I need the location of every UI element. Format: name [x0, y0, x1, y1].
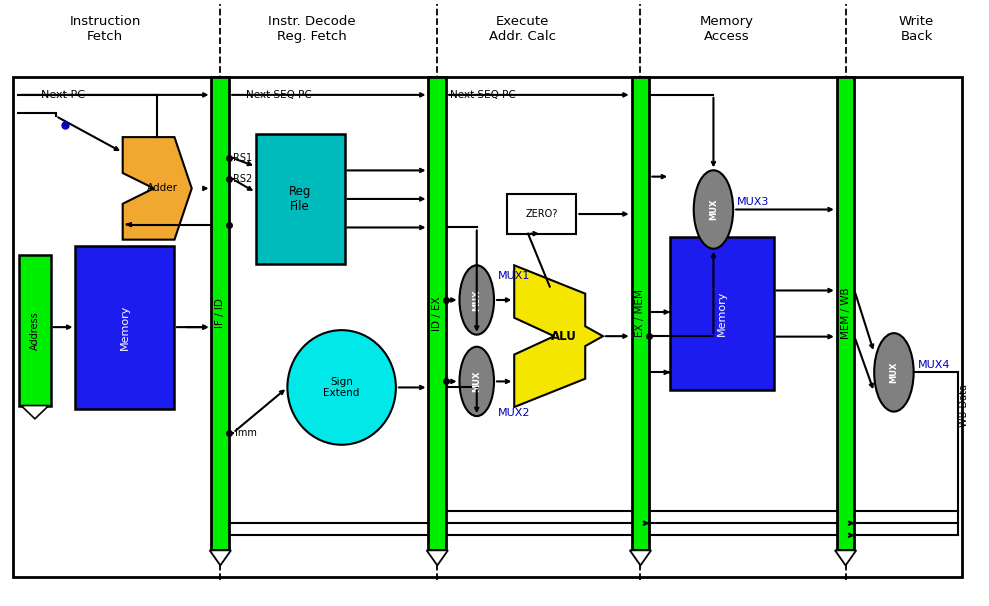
Text: MUX: MUX — [473, 371, 482, 392]
Text: Memory
Access: Memory Access — [699, 15, 754, 42]
Text: Address: Address — [30, 311, 40, 350]
Bar — [837, 77, 854, 550]
Text: Imm: Imm — [235, 428, 257, 438]
Text: MUX2: MUX2 — [497, 408, 530, 418]
Bar — [212, 77, 229, 550]
Text: Sign
Extend: Sign Extend — [323, 377, 360, 398]
Text: RS1: RS1 — [233, 153, 252, 163]
Text: RS2: RS2 — [233, 175, 252, 184]
Text: IF / ID: IF / ID — [216, 299, 225, 328]
Text: MUX: MUX — [889, 362, 898, 383]
Ellipse shape — [288, 330, 396, 445]
Text: Instr. Decode
Reg. Fetch: Instr. Decode Reg. Fetch — [268, 15, 356, 42]
Polygon shape — [210, 550, 231, 565]
Ellipse shape — [874, 333, 914, 411]
Text: WB Data: WB Data — [959, 384, 969, 427]
Bar — [671, 237, 773, 390]
Text: Next PC: Next PC — [41, 90, 85, 100]
Bar — [19, 255, 50, 405]
Text: ZERO?: ZERO? — [525, 209, 558, 219]
Text: MUX4: MUX4 — [918, 359, 950, 370]
Text: Next SEQ PC: Next SEQ PC — [450, 90, 516, 100]
Polygon shape — [426, 550, 448, 565]
Text: Adder: Adder — [146, 184, 178, 193]
Ellipse shape — [460, 265, 494, 335]
Text: Instruction
Fetch: Instruction Fetch — [69, 15, 140, 42]
Polygon shape — [123, 137, 192, 239]
Text: MUX: MUX — [473, 289, 482, 311]
Text: ID / EX: ID / EX — [432, 296, 442, 331]
Text: EX / MEM: EX / MEM — [636, 290, 646, 338]
Text: ALU: ALU — [551, 330, 577, 342]
Text: MEM / WB: MEM / WB — [841, 288, 851, 339]
Bar — [13, 77, 962, 578]
Text: MUX: MUX — [709, 199, 718, 220]
Text: Next SEQ PC: Next SEQ PC — [246, 90, 312, 100]
Text: Execute
Addr. Calc: Execute Addr. Calc — [489, 15, 556, 42]
Ellipse shape — [460, 347, 494, 416]
Text: Write
Back: Write Back — [899, 15, 935, 42]
Bar — [428, 77, 446, 550]
Bar — [75, 245, 174, 408]
Bar — [632, 77, 650, 550]
Text: MUX1: MUX1 — [497, 271, 530, 281]
Text: Memory: Memory — [717, 291, 727, 336]
Text: MUX3: MUX3 — [737, 197, 769, 207]
Text: Reg
File: Reg File — [289, 185, 312, 213]
Bar — [256, 134, 344, 264]
Polygon shape — [514, 265, 603, 407]
Polygon shape — [630, 550, 651, 565]
Text: Memory: Memory — [120, 304, 130, 350]
Polygon shape — [835, 550, 856, 565]
Bar — [507, 195, 577, 234]
Ellipse shape — [693, 170, 733, 248]
Polygon shape — [21, 405, 48, 419]
